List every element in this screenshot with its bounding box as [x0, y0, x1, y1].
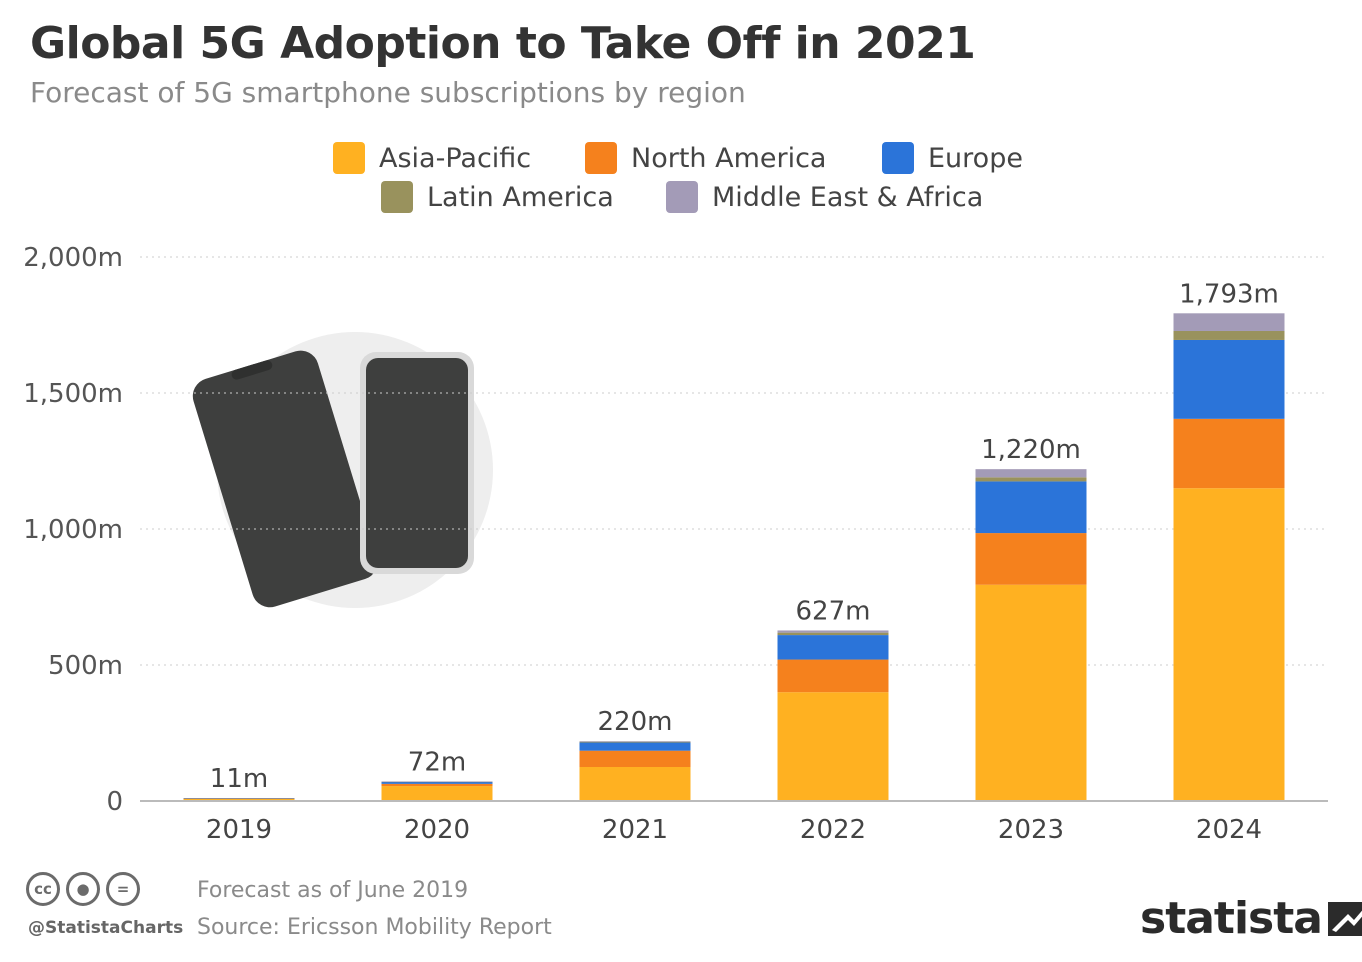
brand-logo: statista	[1140, 893, 1362, 944]
bar-segment	[381, 786, 493, 801]
x-tick-label: 2022	[800, 815, 866, 845]
total-label: 72m	[408, 747, 466, 777]
x-tick-label: 2023	[998, 815, 1064, 845]
bar-segment	[381, 781, 493, 783]
bar-segment	[1173, 339, 1285, 419]
chart-subtitle: Forecast of 5G smartphone subscriptions …	[30, 76, 746, 109]
bar-segment	[183, 798, 295, 799]
bar-segment	[777, 632, 889, 636]
bar-segment	[975, 584, 1087, 801]
bar-segment	[975, 469, 1087, 478]
bar-segment	[579, 742, 691, 751]
legend-swatch	[381, 181, 413, 213]
gridlines	[140, 256, 1328, 666]
upright-phone-icon	[366, 358, 468, 568]
y-tick-label: 2,000m	[23, 243, 123, 273]
bar-segment	[579, 750, 691, 767]
total-label: 11m	[210, 764, 268, 794]
bar-segment	[1173, 488, 1285, 801]
legend-label: Latin America	[427, 181, 614, 213]
cc-icon: cc	[26, 872, 60, 906]
bar-segment	[1173, 313, 1285, 331]
bar-segment	[579, 741, 691, 742]
no-derivatives-icon: =	[106, 872, 140, 906]
social-handle: @StatistaCharts	[28, 918, 184, 938]
bar-segment	[777, 692, 889, 801]
x-tick-label: 2021	[602, 815, 668, 845]
bar-segment	[579, 767, 691, 801]
bars: 11m 72m 220m 627m 1,220m 1,793m	[183, 279, 1285, 801]
bar-segment	[975, 477, 1087, 482]
legend-label: North America	[631, 142, 827, 174]
brand-mark-icon	[1327, 901, 1362, 936]
legend-swatch	[666, 181, 698, 213]
y-tick-label: 1,500m	[23, 379, 123, 409]
bar-segment	[777, 630, 889, 633]
legend-item-latin-america: Latin America	[381, 181, 614, 213]
legend-label: Asia-Pacific	[379, 142, 532, 174]
legend-label: Middle East & Africa	[712, 181, 984, 213]
attribution-icon: ●	[66, 872, 100, 906]
x-tick-label: 2020	[404, 815, 470, 845]
bar-segment	[183, 798, 295, 801]
bar-segment	[777, 635, 889, 660]
bar-segment	[381, 783, 493, 787]
bar-segment	[183, 798, 295, 799]
y-tick-label: 1,000m	[23, 515, 123, 545]
legend-label: Europe	[928, 142, 1023, 174]
total-label: 627m	[796, 596, 871, 626]
x-tick-label: 2019	[206, 815, 272, 845]
y-tick-label: 0	[106, 787, 123, 817]
legend-item-middle-east-africa: Middle East & Africa	[666, 181, 983, 213]
bar-segment	[1173, 330, 1285, 340]
source-note: Source: Ericsson Mobility Report	[197, 915, 552, 940]
tilted-phone-icon	[192, 350, 378, 608]
license-icons: cc ● =	[26, 872, 140, 906]
bar-segment	[777, 659, 889, 693]
bar-segment	[579, 741, 691, 743]
bar-segment	[381, 781, 493, 782]
total-label: 1,220m	[981, 435, 1081, 465]
brand-wordmark: statista	[1140, 893, 1323, 944]
forecast-note: Forecast as of June 2019	[197, 878, 469, 903]
total-label: 1,793m	[1179, 279, 1279, 309]
bar-segment	[975, 481, 1087, 534]
bar-segment	[1173, 418, 1285, 489]
bar-segment	[975, 533, 1087, 585]
legend-swatch	[333, 142, 365, 174]
legend-item-north-america: North America	[585, 142, 826, 174]
x-axis: 2019 2020 2021 2022 2023 2024	[140, 800, 1328, 845]
y-axis: 0 500m 1,000m 1,500m 2,000m	[23, 243, 123, 817]
x-tick-label: 2024	[1196, 815, 1262, 845]
legend-swatch	[585, 142, 617, 174]
smartphones-illustration	[192, 332, 493, 608]
chart-title: Global 5G Adoption to Take Off in 2021	[30, 18, 976, 69]
legend-item-asia-pacific: Asia-Pacific	[333, 142, 531, 174]
total-label: 220m	[598, 707, 673, 737]
legend-swatch	[882, 142, 914, 174]
bar-segment	[381, 781, 493, 784]
y-tick-label: 500m	[48, 651, 123, 681]
legend-item-europe: Europe	[882, 142, 1023, 174]
